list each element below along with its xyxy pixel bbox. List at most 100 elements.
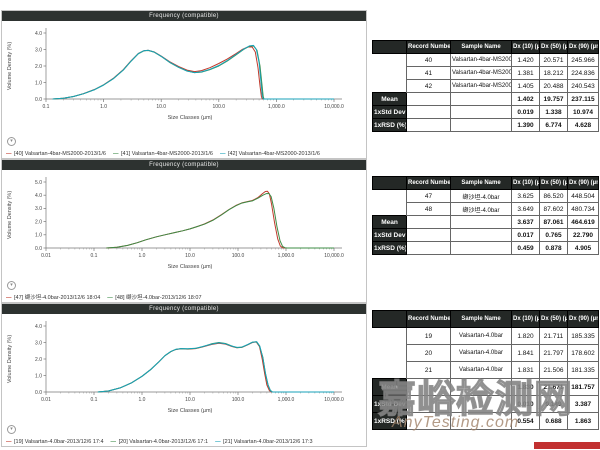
table-summary-row: 1xStd Dev 0.010 0.149 3.387 — [372, 395, 599, 413]
series-curve — [52, 44, 334, 100]
table-cell — [372, 344, 407, 362]
table-cell — [406, 241, 451, 255]
table-cell: 20.488 — [539, 79, 568, 93]
svg-text:1,000.0: 1,000.0 — [278, 397, 295, 403]
table-cell: 10.974 — [567, 105, 599, 119]
svg-text:3.0: 3.0 — [35, 47, 42, 53]
legend-label: [21] Valsartan-4.0bar-2013/12/6 17:3 — [223, 439, 313, 445]
table-cell: Valsartan-4bar-MS2000 — [450, 53, 512, 67]
table-cell: 1.338 — [539, 105, 568, 119]
svg-text:100.0: 100.0 — [232, 397, 245, 403]
table-cell: Mean — [372, 92, 407, 106]
watermark-red-bar — [534, 442, 600, 449]
legend-label: [48] 缬沙坦-4.0bar-2013/12/6 18:07 — [115, 295, 202, 301]
chart-legend-0: — [40] Valsartan-4bar-MS2000-2013/1/6— [… — [6, 151, 364, 157]
series-curve — [106, 193, 334, 249]
legend-item: — [20] Valsartan-4.0bar-2013/12/6 17:1 — [111, 439, 209, 445]
table-cell: Valsartan-4.0bar — [450, 361, 512, 379]
table-cell — [450, 105, 512, 119]
table-cell: 1.820 — [511, 327, 540, 345]
table-cell: Dx (90) (µm) — [567, 310, 599, 328]
legend-toggle-icon[interactable] — [7, 137, 16, 146]
series-curve — [106, 190, 334, 249]
svg-text:3.0: 3.0 — [35, 340, 42, 346]
table-cell: 181.757 — [567, 378, 599, 396]
series-curve — [97, 341, 334, 393]
legend-label: [47] 缬沙坦-4.0bar-2013/12/6 18:04 — [14, 295, 101, 301]
table-cell: Valsartan-4.0bar — [450, 327, 512, 345]
table-summary-row: 1xRSD (%) 0.554 0.688 1.863 — [372, 412, 599, 430]
table-cell: 1xStd Dev — [372, 105, 407, 119]
table-cell: 20.571 — [539, 53, 568, 67]
legend-toggle-icon[interactable] — [7, 281, 16, 290]
table-cell — [372, 176, 407, 190]
svg-text:Volume Density (%): Volume Density (%) — [7, 191, 13, 239]
legend-toggle-icon[interactable] — [7, 425, 16, 434]
table-cell — [372, 361, 407, 379]
table-summary-row: Mean 3.637 87.061 464.619 — [372, 215, 599, 229]
svg-text:4.0: 4.0 — [35, 31, 42, 37]
table-row: 41 Valsartan-4bar-MS2000 1.381 18.212 224.83… — [372, 66, 599, 80]
table-summary-row: 1xRSD (%) 0.459 0.878 4.905 — [372, 241, 599, 255]
table-cell: 1.390 — [511, 118, 540, 132]
frequency-chart-2: 0.0 1.0 2.0 3.0 4.0 5.0 0.01 0.1 1.0 10.0 100.0 1,0… — [7, 177, 344, 270]
svg-text:1,000.0: 1,000.0 — [268, 104, 285, 110]
svg-text:Size Classes (µm): Size Classes (µm) — [168, 264, 213, 270]
table-cell: 1.405 — [511, 79, 540, 93]
legend-label: [20] Valsartan-4.0bar-2013/12/6 17:1 — [118, 439, 209, 445]
table-row: 40 Valsartan-4bar-MS2000 1.420 20.571 245.96… — [372, 53, 599, 67]
table-cell: 1.841 — [511, 344, 540, 362]
table-cell: 1xStd Dev — [372, 395, 407, 413]
table-cell: Dx (90) (µm) — [567, 176, 599, 190]
table-cell: 3.625 — [511, 189, 540, 203]
table-cell: 18.212 — [539, 66, 568, 80]
table-row: 42 Valsartan-4bar-MS2000 1.405 20.488 240.54… — [372, 79, 599, 93]
svg-text:Size Classes (µm): Size Classes (µm) — [168, 115, 213, 121]
table-cell: 1.831 — [511, 361, 540, 379]
table-cell — [372, 79, 407, 93]
table-cell: 178.602 — [567, 344, 599, 362]
table-cell: Dx (50) (µm) — [539, 310, 568, 328]
table-cell: 4.905 — [567, 241, 599, 255]
table-cell: Record Number — [406, 176, 451, 190]
table-cell — [372, 310, 407, 328]
svg-text:10.0: 10.0 — [156, 104, 166, 110]
table-cell — [372, 66, 407, 80]
table-cell: 3.649 — [511, 202, 540, 216]
svg-text:2.0: 2.0 — [35, 357, 42, 363]
table-row: 48 缬沙坦-4.0bar 3.649 87.602 480.734 — [372, 202, 599, 216]
table-row: 20 Valsartan-4.0bar 1.841 21.797 178.602 — [372, 344, 599, 362]
table-cell: Dx (10) (µm) — [511, 40, 540, 54]
table-cell — [406, 378, 451, 396]
legend-swatch: — — [215, 439, 223, 445]
svg-text:10.0: 10.0 — [185, 397, 195, 403]
svg-text:0.01: 0.01 — [41, 253, 51, 259]
table-cell: Sample Name — [450, 176, 512, 190]
svg-text:2.0: 2.0 — [35, 219, 42, 225]
svg-text:Size Classes (µm): Size Classes (µm) — [168, 408, 213, 414]
svg-text:1.0: 1.0 — [100, 104, 107, 110]
table-cell — [406, 395, 451, 413]
svg-text:0.1: 0.1 — [91, 397, 98, 403]
svg-text:Volume Density (%): Volume Density (%) — [7, 42, 13, 90]
table-cell: 21.711 — [539, 327, 568, 345]
svg-text:100.0: 100.0 — [213, 104, 226, 110]
table-cell — [450, 241, 512, 255]
table-cell: Record Number — [406, 40, 451, 54]
table-cell — [372, 40, 407, 54]
table-cell: 缬沙坦-4.0bar — [450, 202, 512, 216]
table-cell: Mean — [372, 378, 407, 396]
table-cell: 3.387 — [567, 395, 599, 413]
table-cell: 0.878 — [539, 241, 568, 255]
table-cell: 240.543 — [567, 79, 599, 93]
table-cell: 0.554 — [511, 412, 540, 430]
legend-item: — [48] 缬沙坦-4.0bar-2013/12/6 18:07 — [107, 295, 201, 301]
table-cell: 21.506 — [539, 361, 568, 379]
table-summary-row: 1xStd Dev 0.017 0.765 22.790 — [372, 228, 599, 242]
table-cell: 0.149 — [539, 395, 568, 413]
table-cell: Dx (10) (µm) — [511, 310, 540, 328]
legend-swatch: — — [6, 151, 14, 157]
svg-text:1.0: 1.0 — [35, 80, 42, 86]
table-row: 21 Valsartan-4.0bar 1.831 21.506 181.335 — [372, 361, 599, 379]
